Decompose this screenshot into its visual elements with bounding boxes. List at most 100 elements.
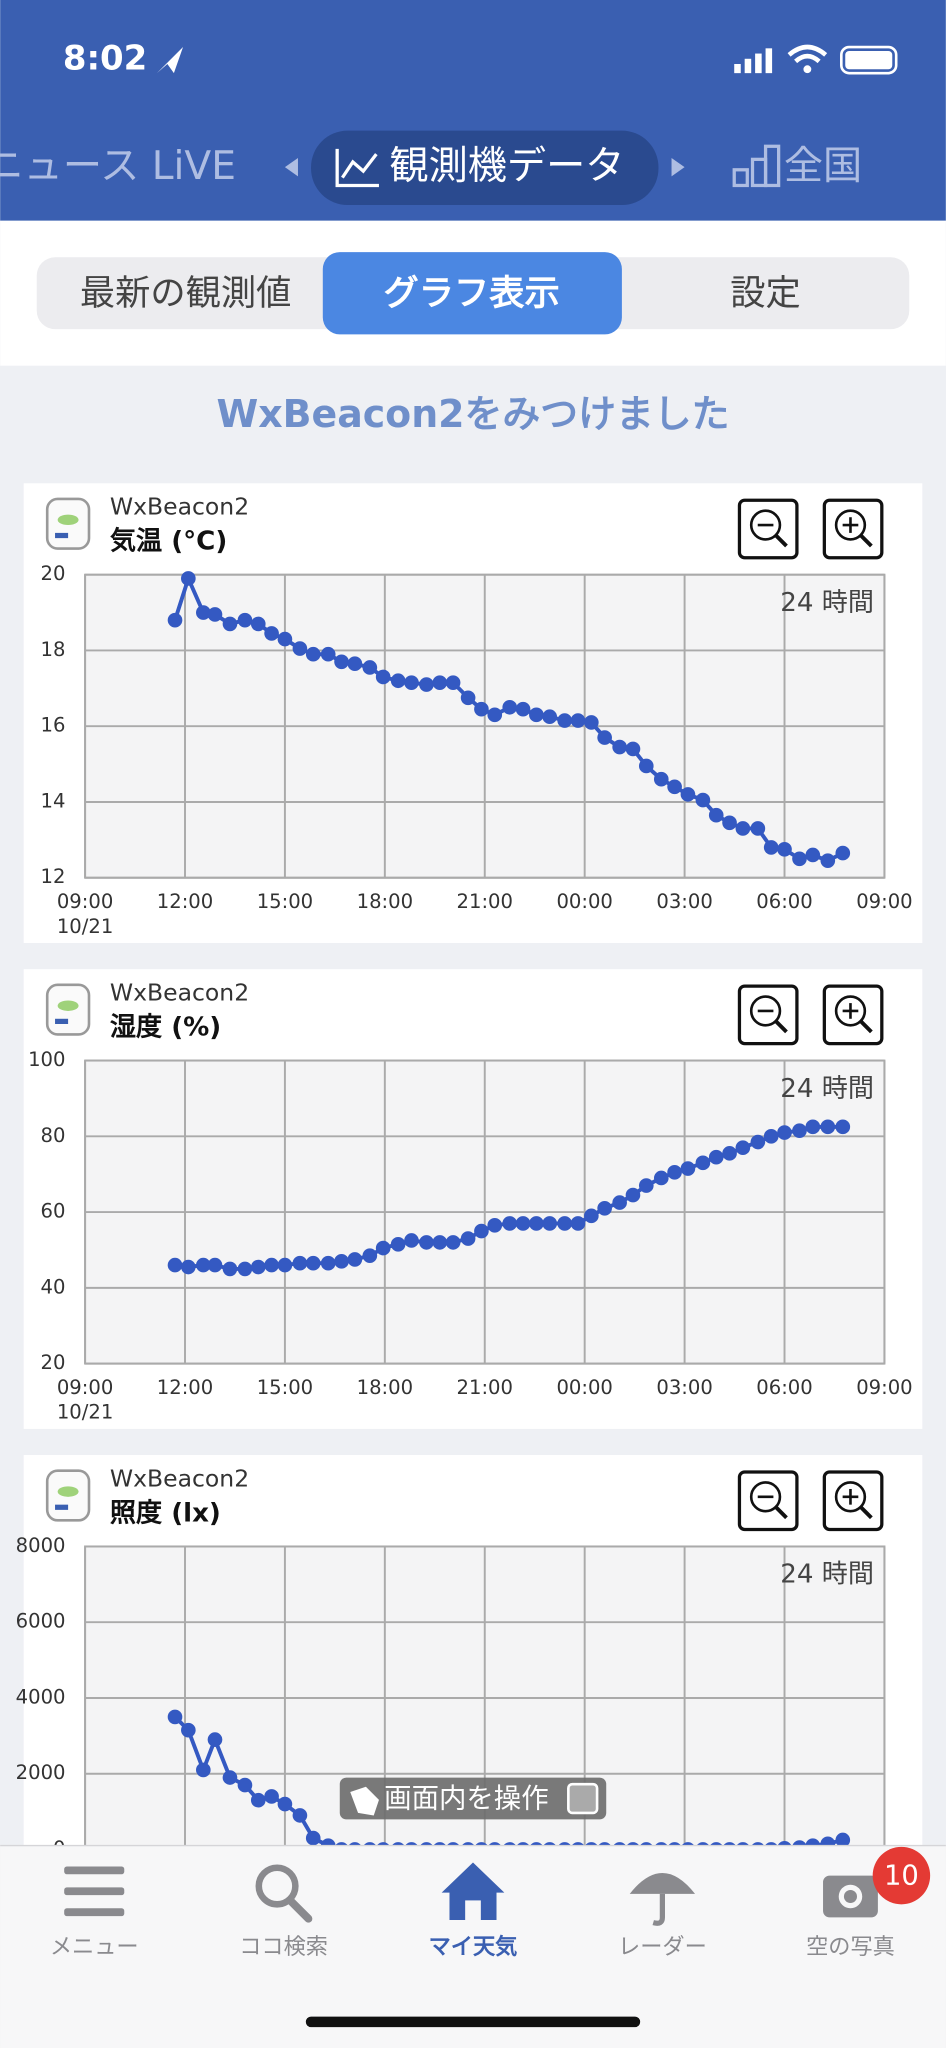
- data-point: [835, 1832, 851, 1848]
- data-point: [695, 1155, 711, 1171]
- data-point: [835, 1119, 851, 1135]
- overlay-button[interactable]: [339, 1777, 607, 1820]
- tab-news[interactable]: ニュース LiVE: [0, 144, 236, 189]
- data-point: [277, 631, 293, 647]
- data-point: [487, 707, 503, 723]
- data-point: [207, 1732, 223, 1747]
- data-point: [474, 701, 489, 717]
- data-point: [432, 1235, 448, 1250]
- data-point: [708, 807, 724, 823]
- zoom-handle: [774, 1020, 788, 1034]
- tab-label[interactable]: メニュー: [50, 1934, 139, 1960]
- zoom-button[interactable]: [822, 1470, 884, 1532]
- data-point: [347, 656, 363, 672]
- data-point: [805, 1119, 821, 1135]
- zoom-lens: [749, 509, 782, 541]
- data-point: [250, 1792, 266, 1808]
- overlay-check[interactable]: [567, 1782, 599, 1815]
- zoom-button[interactable]: [737, 498, 799, 560]
- zoom-lens: [834, 509, 867, 541]
- data-point: [237, 1777, 253, 1793]
- x-tick-label: 18:00: [357, 1376, 413, 1399]
- y-tick-label: 12: [41, 865, 66, 888]
- data-point: [529, 707, 544, 723]
- device-led: [57, 1486, 79, 1497]
- arrow-right[interactable]: [671, 158, 685, 177]
- signal-icon: [734, 48, 773, 74]
- zoom-button[interactable]: [737, 984, 799, 1046]
- device-label: [55, 532, 69, 539]
- data-point: [777, 841, 792, 857]
- overlay-label[interactable]: 画面内を操作: [384, 1783, 548, 1814]
- wifi-icon: [787, 44, 828, 64]
- tab-label[interactable]: マイ天気: [429, 1933, 518, 1960]
- data-point: [835, 845, 851, 861]
- data-point: [460, 690, 476, 706]
- tab-label[interactable]: 空の写真: [806, 1934, 895, 1960]
- segment-active[interactable]: [322, 252, 622, 335]
- y-tick-label: 20: [41, 1351, 66, 1374]
- segment[interactable]: グラフ表示: [384, 273, 560, 314]
- zoom-button[interactable]: [822, 498, 884, 560]
- data-point: [222, 616, 238, 632]
- data-point: [487, 1218, 503, 1233]
- data-point: [777, 1125, 792, 1140]
- segment[interactable]: 設定: [730, 273, 801, 314]
- data-point: [735, 1140, 751, 1156]
- tab-national[interactable]: 全国: [784, 144, 862, 189]
- arrow-left[interactable]: [284, 158, 298, 177]
- data-point: [597, 730, 612, 745]
- range-label: 24 時間: [780, 1560, 874, 1590]
- menu-icon[interactable]: [64, 1866, 125, 1917]
- tab-label[interactable]: ココ検索: [239, 1934, 328, 1960]
- data-point: [792, 851, 807, 867]
- data-point: [181, 571, 196, 586]
- search-icon[interactable]: [255, 1864, 299, 1908]
- data-point: [612, 1195, 627, 1210]
- data-point: [515, 1216, 531, 1231]
- x-tick-label: 03:00: [656, 890, 712, 913]
- data-point: [445, 1235, 461, 1250]
- y-tick-label: 6000: [16, 1610, 66, 1633]
- zoom-button[interactable]: [737, 1470, 799, 1532]
- data-point: [722, 1146, 737, 1161]
- y-tick-label: 16: [41, 714, 66, 737]
- x-tick-label: 03:00: [656, 1376, 712, 1399]
- zoom-handle: [859, 534, 873, 548]
- data-point: [638, 758, 654, 774]
- data-point: [667, 1164, 682, 1180]
- x-tick-label: 15:00: [257, 890, 313, 913]
- heading: WxBeacon2をみつけました: [216, 392, 729, 436]
- data-point: [653, 771, 669, 787]
- data-point: [529, 1216, 544, 1231]
- x-tick-label: 06:00: [756, 1376, 812, 1399]
- home-icon[interactable]: [441, 1862, 505, 1920]
- data-point: [502, 1216, 518, 1231]
- data-point: [362, 1248, 378, 1263]
- data-point: [502, 699, 518, 715]
- battery: [840, 45, 898, 75]
- data-point: [570, 713, 586, 728]
- data-point: [305, 1830, 321, 1846]
- zoom-lens: [834, 1481, 867, 1513]
- data-point: [181, 1722, 196, 1738]
- x-tick-label: 21:00: [457, 1376, 513, 1399]
- data-point: [625, 741, 641, 757]
- data-point: [638, 1178, 654, 1193]
- y-tick-label: 20: [41, 562, 66, 585]
- umbrella-icon[interactable]: [629, 1872, 696, 1894]
- data-point: [292, 1808, 308, 1823]
- device-name: WxBeacon2: [110, 1464, 249, 1492]
- segment[interactable]: 最新の観測値: [80, 273, 292, 314]
- data-point: [167, 612, 183, 628]
- search-handle: [286, 1896, 313, 1923]
- active-tab[interactable]: [311, 130, 659, 206]
- y-tick-label: 18: [41, 638, 66, 661]
- tab-label[interactable]: レーダー: [618, 1934, 707, 1960]
- zoom-button[interactable]: [822, 984, 884, 1046]
- data-point: [404, 1233, 419, 1248]
- tab-active-label[interactable]: 観測機データ: [389, 144, 624, 189]
